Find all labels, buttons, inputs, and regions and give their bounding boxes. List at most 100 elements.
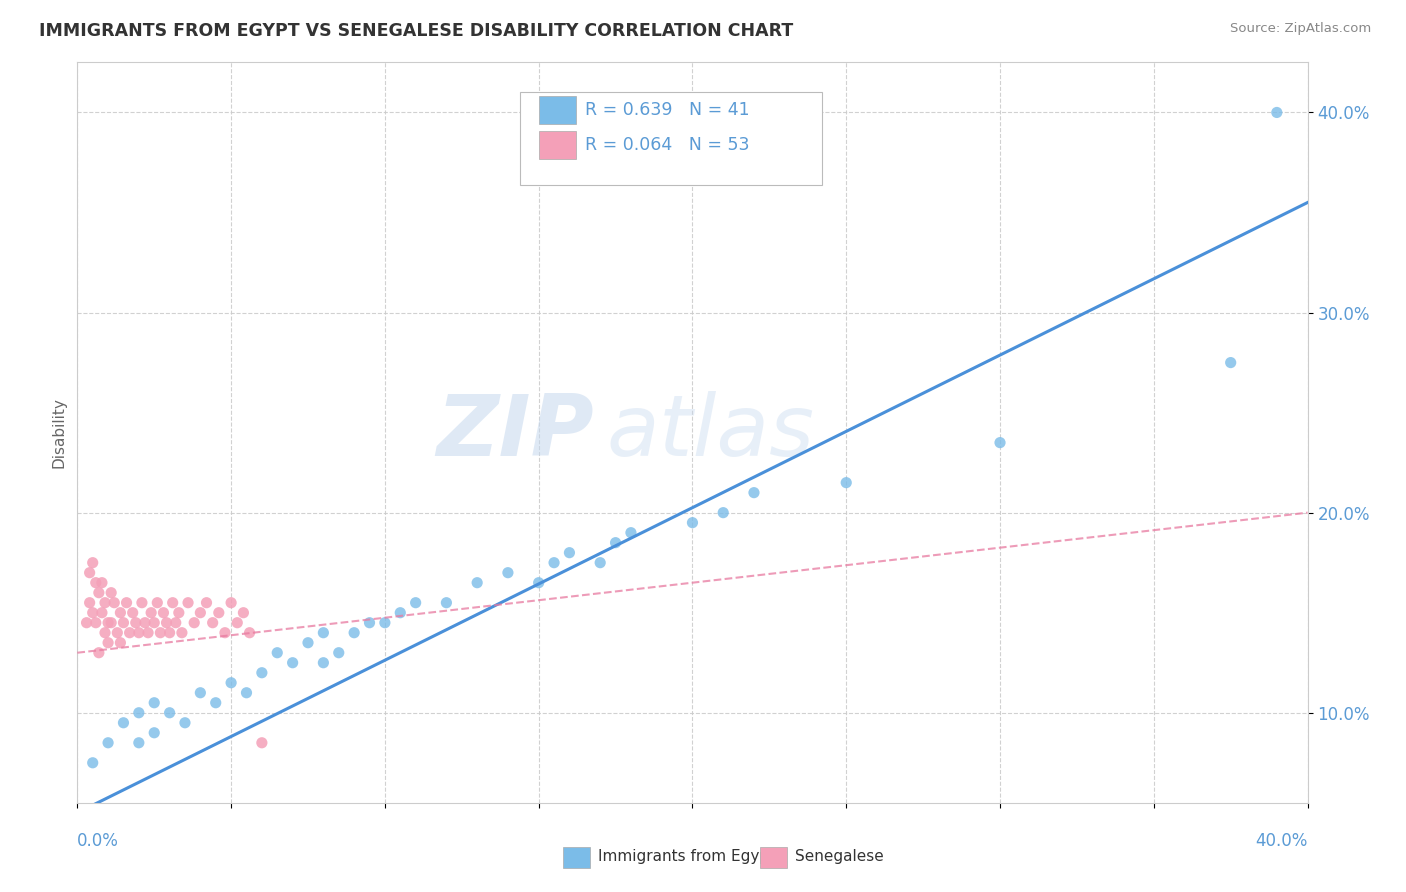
Y-axis label: Disability: Disability (51, 397, 66, 468)
Point (174, 715, 197, 730)
Text: ZIP: ZIP (436, 391, 595, 475)
Point (97, 615, 120, 630)
Bar (538, 95, 575, 124)
Point (835, 475, 858, 490)
Point (155, 615, 177, 630)
Point (136, 625, 159, 640)
Bar (564, 847, 591, 868)
Point (620, 525, 643, 540)
Point (281, 656, 304, 670)
Text: Source: ZipAtlas.com: Source: ZipAtlas.com (1230, 22, 1371, 36)
Point (94, 596, 117, 610)
Point (79, 596, 101, 610)
Point (110, 606, 132, 620)
Point (97, 736, 120, 750)
Point (558, 546, 581, 560)
Point (152, 606, 174, 620)
Point (82, 556, 104, 570)
Point (465, 575, 488, 590)
Point (110, 636, 132, 650)
Point (250, 736, 273, 750)
Point (118, 625, 141, 640)
Point (167, 606, 190, 620)
Point (115, 596, 138, 610)
Point (128, 625, 150, 640)
Point (436, 596, 458, 610)
Point (1265, 105, 1288, 120)
Point (90, 575, 114, 590)
Point (208, 606, 231, 620)
Point (125, 615, 148, 630)
Point (219, 596, 242, 610)
Point (84, 615, 107, 630)
Point (1219, 355, 1241, 369)
Point (374, 615, 396, 630)
Point (266, 646, 288, 660)
Point (389, 606, 412, 620)
Point (79, 566, 101, 580)
Point (343, 625, 366, 640)
Point (100, 615, 122, 630)
Point (232, 606, 254, 620)
Point (170, 625, 193, 640)
Point (605, 535, 627, 549)
Point (312, 625, 335, 640)
Point (589, 556, 612, 570)
Point (405, 596, 427, 610)
Point (188, 686, 212, 700)
Point (527, 575, 550, 590)
Point (214, 625, 236, 640)
Point (112, 715, 135, 730)
Point (682, 516, 704, 530)
Text: Senegalese: Senegalese (794, 849, 883, 864)
Point (201, 615, 224, 630)
Point (159, 625, 181, 640)
Text: 40.0%: 40.0% (1256, 832, 1308, 850)
Point (183, 615, 205, 630)
Point (134, 615, 156, 630)
Point (328, 646, 350, 660)
Point (988, 435, 1011, 450)
Point (250, 665, 273, 680)
Point (226, 615, 249, 630)
Point (239, 625, 262, 640)
Text: R = 0.064   N = 53: R = 0.064 N = 53 (585, 136, 749, 153)
Bar (761, 847, 787, 868)
Point (496, 566, 519, 580)
Point (312, 656, 335, 670)
Point (87, 646, 110, 660)
Point (141, 606, 163, 620)
Point (105, 625, 128, 640)
Text: 0.0%: 0.0% (77, 832, 120, 850)
Text: R = 0.639   N = 41: R = 0.639 N = 41 (585, 101, 749, 119)
Point (143, 725, 166, 739)
Point (82, 756, 104, 770)
Point (711, 506, 734, 520)
Point (128, 736, 150, 750)
Point (188, 606, 212, 620)
Point (219, 675, 242, 690)
Point (100, 585, 122, 599)
Point (162, 596, 184, 610)
Point (149, 625, 172, 640)
Point (94, 625, 117, 640)
Point (128, 706, 150, 720)
Point (87, 585, 110, 599)
Point (112, 615, 135, 630)
Point (143, 696, 166, 710)
Point (131, 596, 153, 610)
Point (159, 706, 181, 720)
Text: Immigrants from Egypt: Immigrants from Egypt (598, 849, 775, 864)
Point (742, 485, 765, 500)
Point (297, 636, 319, 650)
Point (204, 696, 226, 710)
Point (177, 596, 200, 610)
Point (82, 606, 104, 620)
FancyBboxPatch shape (520, 92, 821, 185)
Point (121, 606, 143, 620)
Text: IMMIGRANTS FROM EGYPT VS SENEGALESE DISABILITY CORRELATION CHART: IMMIGRANTS FROM EGYPT VS SENEGALESE DISA… (39, 22, 793, 40)
Point (146, 596, 169, 610)
Point (543, 556, 565, 570)
Text: atlas: atlas (606, 391, 814, 475)
Point (195, 596, 218, 610)
